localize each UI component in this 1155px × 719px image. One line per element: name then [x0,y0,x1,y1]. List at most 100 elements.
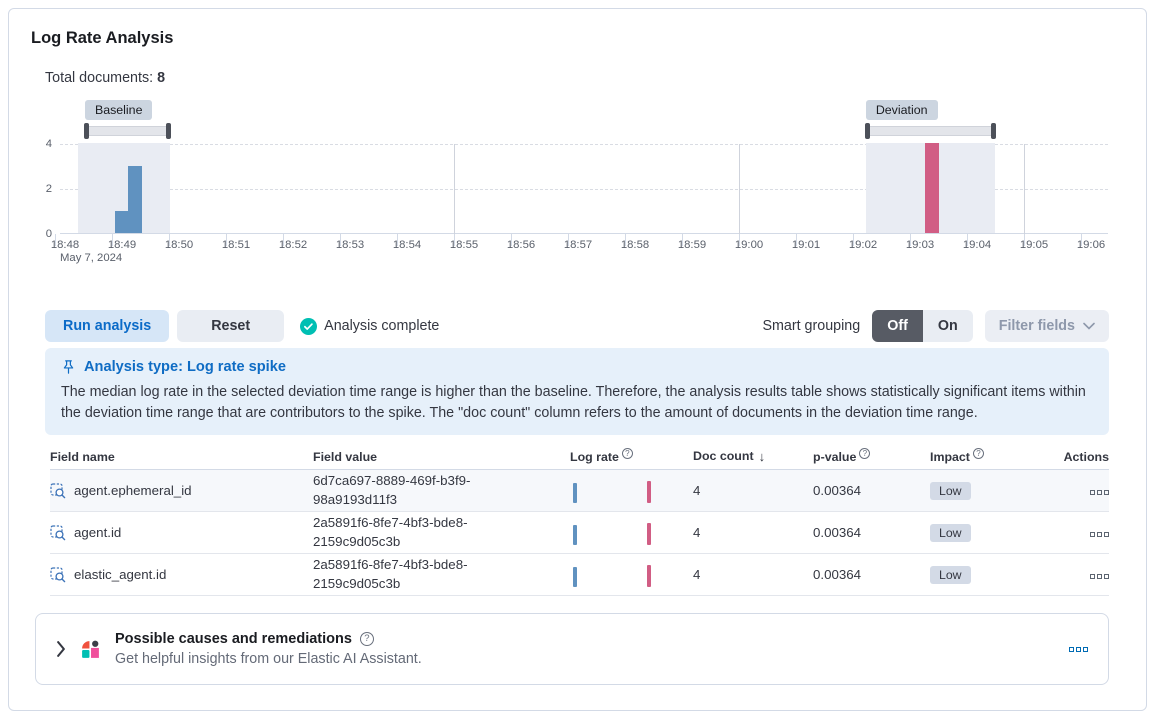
column-header-actions[interactable]: Actions [1063,449,1109,464]
sparkline-baseline-bar [573,524,577,545]
field-name: elastic_agent.id [74,567,167,582]
table-header-row: Field name Field value Log rate? Doc count ↓… [50,444,1109,470]
field-search-icon[interactable] [50,482,66,499]
baseline-brush-handle-right[interactable] [165,123,171,139]
x-gridline [1024,144,1025,234]
x-axis-label: 18:52 [278,239,308,251]
sparkline-deviation-bar [647,522,651,545]
field-value: 2a5891f6-8fe7-4bf3-bde8-2159c9d05c3b [313,515,468,549]
p-value: 0.00364 [813,567,862,582]
analysis-results-table: Field name Field value Log rate? Doc count ↓… [50,444,1109,596]
x-axis-tick [796,234,797,246]
x-gridline [739,144,740,234]
x-axis-label: 18:50 [164,239,194,251]
row-actions-icon[interactable] [1090,574,1109,579]
deviation-brush-handle-left[interactable] [864,123,870,139]
toggle-on-button[interactable]: On [922,310,973,342]
filter-fields-button[interactable]: Filter fields [984,310,1109,342]
log-rate-sparkline [570,563,693,587]
column-header-impact[interactable]: Impact? [930,447,1020,464]
column-header-log-rate[interactable]: Log rate? [570,447,693,464]
ai-panel-subtitle: Get helpful insights from our Elastic AI… [115,651,422,667]
check-circle-icon [300,317,318,335]
baseline-brush[interactable] [83,123,171,139]
x-axis-label: 18:56 [506,239,536,251]
ai-panel-title: Possible causes and remediations [115,631,352,647]
column-header-field-name[interactable]: Field name [50,449,115,464]
y-axis-label: 2 [45,183,52,195]
controls-row: Run analysis Reset Analysis complete Sma… [45,310,1109,342]
log-rate-sparkline [570,521,693,545]
doc-count: 4 [693,483,701,498]
smart-grouping-toggle: Off On [872,310,973,342]
x-gridline [454,144,455,234]
x-axis-tick [454,234,455,246]
smart-grouping-label: Smart grouping [762,318,861,334]
x-axis-tick [1024,234,1025,246]
info-icon[interactable]: ? [972,447,984,459]
help-icon[interactable]: ? [359,632,374,646]
y-axis-label: 0 [45,228,52,240]
deviation-brush-handle-right[interactable] [991,123,997,139]
elastic-ai-assistant-icon [82,640,99,658]
y-gridline [60,189,1108,190]
filter-fields-label: Filter fields [998,318,1075,334]
column-header-p-value[interactable]: p-value? [813,447,930,464]
x-axis-tick [568,234,569,246]
x-axis-label: 18:48 [50,239,80,251]
x-axis-tick [910,234,911,246]
table-row: agent.id 2a5891f6-8fe7-4bf3-bde8-2159c9d… [50,512,1109,554]
field-search-icon[interactable] [50,524,66,541]
baseline-label-badge: Baseline [84,100,153,120]
x-axis-tick [397,234,398,246]
x-axis-tick [1081,234,1082,246]
x-axis-label: 18:49 [107,239,137,251]
x-axis-tick [226,234,227,246]
doc-count: 4 [693,567,701,582]
p-value: 0.00364 [813,483,862,498]
baseline-bar [128,165,142,233]
x-axis-label: 19:00 [734,239,764,251]
column-header-doc-count[interactable]: Doc count ↓ [693,449,766,464]
column-header-field-value[interactable]: Field value [313,449,378,464]
total-documents-label: Total documents: [45,70,154,86]
x-axis-date-label: May 7, 2024 [60,252,123,264]
info-icon[interactable]: ? [859,447,871,459]
chevron-right-icon[interactable] [56,641,66,657]
log-rate-analysis-panel: Log Rate Analysis Total documents: 8 0 2 4… [8,8,1147,711]
row-actions-icon[interactable] [1090,490,1109,495]
x-axis-label: 19:02 [848,239,878,251]
baseline-brush-handle-left[interactable] [83,123,89,139]
chart-plot-area[interactable]: 0 2 4 18:48 18:49 18:50 18:51 18:52 18:53 18:54 18… [46,138,1108,264]
p-value: 0.00364 [813,525,862,540]
info-icon[interactable]: ? [621,447,633,459]
ai-assistant-panel[interactable]: Possible causes and remediations ? Get h… [35,613,1109,685]
ai-panel-text: Possible causes and remediations ? Get h… [115,631,422,667]
deviation-brush[interactable] [864,123,997,139]
page-title: Log Rate Analysis [31,29,174,47]
impact-badge: Low [930,523,971,542]
analysis-status-text: Analysis complete [324,318,440,334]
pin-icon [63,360,74,374]
field-value: 6d7ca697-8889-469f-b3f9-98a9193d11f3 [313,473,471,507]
analysis-type-callout: Analysis type: Log rate spike The median… [45,348,1109,435]
callout-title: Analysis type: Log rate spike [84,359,286,375]
field-search-icon[interactable] [50,566,66,583]
sparkline-deviation-bar [647,480,651,503]
sparkline-deviation-bar [647,564,651,587]
toggle-off-button[interactable]: Off [872,310,923,342]
y-axis-label: 4 [45,138,52,150]
row-actions-icon[interactable] [1090,532,1109,537]
field-name: agent.ephemeral_id [74,483,192,498]
baseline-bar [115,210,129,233]
x-axis-tick [283,234,284,246]
run-analysis-button[interactable]: Run analysis [45,310,170,342]
field-name: agent.id [74,525,122,540]
document-count-chart[interactable]: 0 2 4 18:48 18:49 18:50 18:51 18:52 18:53 18:54 18… [46,100,1109,268]
table-row: elastic_agent.id 2a5891f6-8fe7-4bf3-bde8… [50,554,1109,596]
ai-panel-actions-icon[interactable] [1069,646,1088,652]
impact-badge: Low [930,565,971,584]
field-value: 2a5891f6-8fe7-4bf3-bde8-2159c9d05c3b [313,557,468,591]
reset-button[interactable]: Reset [177,310,285,342]
sort-desc-icon[interactable]: ↓ [758,449,766,464]
